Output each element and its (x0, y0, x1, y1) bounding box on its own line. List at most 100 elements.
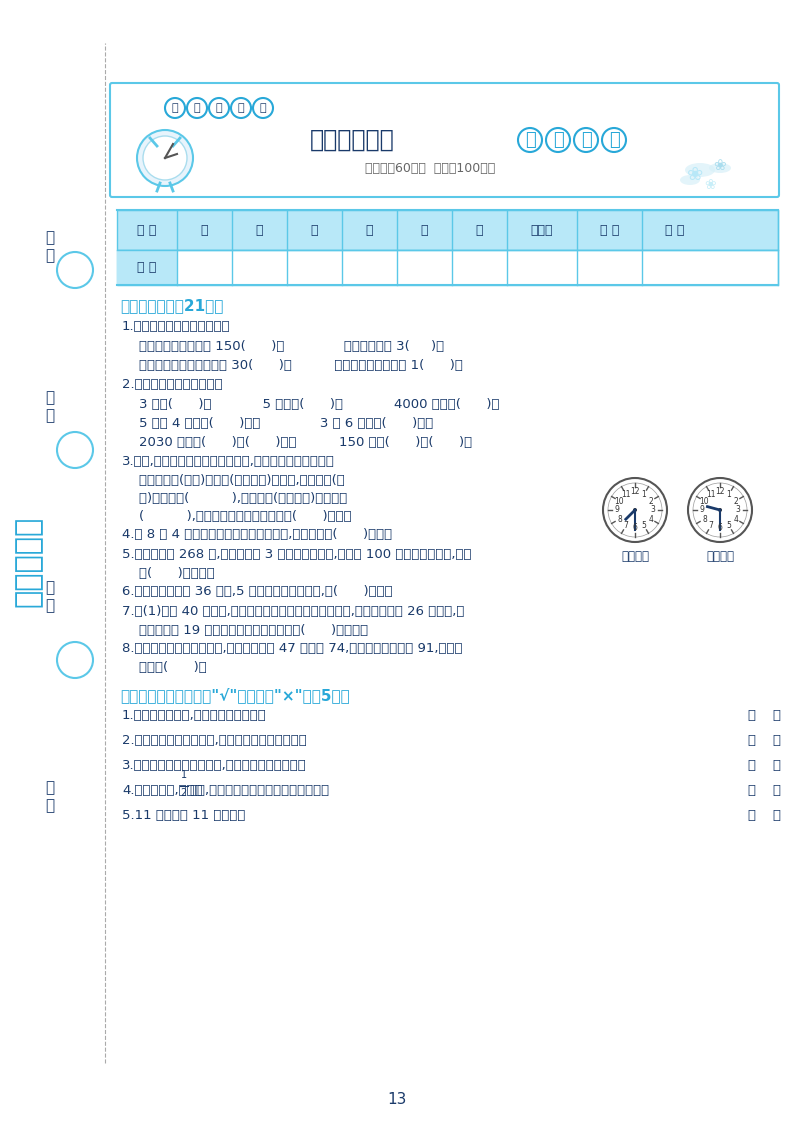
Text: 卷: 卷 (260, 103, 266, 113)
Bar (117, 210, 778, 250)
Text: 8: 8 (617, 514, 622, 523)
Text: （    ）: （ ） (748, 759, 781, 772)
Text: 6.一本书的厚度是 36 毫米,5 本这样的书摞在一起,高(      )厘米。: 6.一本书的厚度是 36 毫米,5 本这样的书摞在一起,高( )厘米。 (122, 585, 392, 599)
Text: 12: 12 (630, 487, 640, 496)
Text: 5.11 吨棉花比 11 吨铁轻。: 5.11 吨棉花比 11 吨铁轻。 (122, 809, 245, 822)
Circle shape (688, 478, 752, 542)
Text: 5: 5 (642, 521, 646, 530)
Text: 邮: 邮 (45, 230, 55, 245)
Text: 13: 13 (387, 1093, 407, 1107)
Text: 1: 1 (642, 490, 646, 499)
Text: 们登山开始(山脚)和结束(到达山顶)的时间,登山开始(山: 们登山开始(山脚)和结束(到达山顶)的时间,登山开始(山 (122, 474, 345, 487)
Text: 三: 三 (310, 223, 318, 237)
Text: 9: 9 (615, 505, 619, 514)
Text: 四: 四 (366, 223, 373, 237)
Text: 一列火车每小时行驶 150(      )。              一头大象约重 3(     )。: 一列火车每小时行驶 150( )。 一头大象约重 3( )。 (122, 340, 444, 353)
Text: 检: 检 (525, 131, 535, 149)
Text: （山脚）: （山脚） (621, 550, 649, 563)
Text: 1: 1 (727, 490, 731, 499)
Text: 8: 8 (702, 514, 707, 523)
Text: 8.小马虎在做一道加法题时,把第二个加数 47 看成了 74,结果算出来的和是 91,正确的: 8.小马虎在做一道加法题时,把第二个加数 47 看成了 74,结果算出来的和是 … (122, 642, 462, 655)
Text: 四: 四 (609, 131, 619, 149)
Text: （    ）: （ ） (748, 709, 781, 722)
Text: 附加题: 附加题 (530, 223, 553, 237)
Text: 6: 6 (633, 523, 638, 532)
Bar (117, 250, 778, 285)
Text: （    ）: （ ） (748, 809, 781, 822)
Text: 10: 10 (615, 496, 624, 505)
Text: 班: 班 (45, 579, 55, 595)
Text: 11: 11 (621, 490, 630, 499)
Text: ❀: ❀ (704, 179, 716, 192)
Text: 5: 5 (727, 521, 731, 530)
Text: 级: 级 (45, 599, 55, 613)
Circle shape (608, 483, 662, 537)
Text: ❀: ❀ (714, 157, 727, 173)
Text: 7: 7 (708, 521, 714, 530)
Text: (          ),从山脚到登上山顶一共用时(      )分钟。: ( ),从山脚到登上山顶一共用时( )分钟。 (122, 510, 352, 523)
Text: 测: 测 (553, 131, 564, 149)
Text: 1.在括号里填上合适的单位。: 1.在括号里填上合适的单位。 (122, 320, 230, 334)
Text: 12: 12 (715, 487, 725, 496)
Circle shape (633, 508, 637, 512)
Text: 3: 3 (735, 505, 741, 514)
Text: 3: 3 (650, 505, 655, 514)
Ellipse shape (685, 163, 715, 177)
Text: 二、判一判。（对的画"√"，错的画"×"）（5分）: 二、判一判。（对的画"√"，错的画"×"）（5分） (120, 687, 349, 703)
Text: 4.有两个杯子,各装有: 4.有两个杯子,各装有 (122, 784, 202, 797)
Text: （时间：60分钟  满分：100分）: （时间：60分钟 满分：100分） (365, 162, 495, 174)
Ellipse shape (709, 163, 731, 173)
Circle shape (693, 483, 747, 537)
Text: 卷: 卷 (580, 131, 592, 149)
Text: 六: 六 (476, 223, 484, 237)
Text: 政: 政 (45, 248, 55, 263)
Text: 杯水,将它们倒在一起就刚好是一杯水。: 杯水,将它们倒在一起就刚好是一杯水。 (190, 784, 330, 797)
Text: 5 厘米 4 毫米＝(      )毫米              3 吨 6 千克＝(      )千克: 5 厘米 4 毫米＝( )毫米 3 吨 6 千克＝( )千克 (122, 417, 434, 430)
Text: 6: 6 (718, 523, 723, 532)
Text: 得 分: 得 分 (137, 261, 156, 274)
Text: 2: 2 (648, 496, 653, 505)
Text: 2: 2 (180, 788, 187, 798)
Bar (117, 250, 177, 285)
Text: 10: 10 (700, 496, 709, 505)
Text: 4: 4 (648, 514, 653, 523)
Text: 2.周长相等的两个长方形,它们的长和宽分别相等。: 2.周长相等的两个长方形,它们的长和宽分别相等。 (122, 734, 306, 747)
Text: 3 分＝(      )秒            5 千米＝(      )米            4000 千克＝(      )吨: 3 分＝( )秒 5 千米＝( )米 4000 千克＝( )吨 (122, 398, 499, 411)
Text: 4.用 8 根 4 厘米长的小棒摆成一个长方形,它的周长是(      )厘米。: 4.用 8 根 4 厘米长的小棒摆成一个长方形,它的周长是( )厘米。 (122, 528, 392, 541)
Text: 1: 1 (180, 770, 187, 780)
Text: 要(      )张才够。: 要( )张才够。 (122, 567, 214, 579)
Text: 考: 考 (237, 103, 245, 113)
Text: 一、填一填。（21分）: 一、填一填。（21分） (120, 298, 223, 313)
Text: 4: 4 (733, 514, 738, 523)
Text: 姓: 姓 (45, 390, 55, 405)
Ellipse shape (680, 175, 700, 185)
Text: 算数是(      )。: 算数是( )。 (122, 661, 206, 674)
Text: 5.一个榨汁机 268 元,刘阿姨买了 3 个同样的榨汁机,全部付 100 元一张的人民币,至少: 5.一个榨汁机 268 元,刘阿姨买了 3 个同样的榨汁机,全部付 100 元一… (122, 548, 472, 562)
Text: 期末知能达标: 期末知能达标 (310, 128, 395, 152)
Text: 7: 7 (623, 521, 628, 530)
Text: 11: 11 (706, 490, 715, 499)
Text: 一: 一 (201, 223, 208, 237)
Text: 3.一个因数的末尾有几个零,积的末尾就有几个零。: 3.一个因数的末尾有几个零,积的末尾就有几个零。 (122, 759, 306, 772)
Text: （山顶）: （山顶） (706, 550, 734, 563)
Text: 期: 期 (172, 103, 179, 113)
Text: 2: 2 (733, 496, 738, 505)
Text: 金: 金 (216, 103, 222, 113)
Text: 2.在括号里填上合适的数。: 2.在括号里填上合适的数。 (122, 378, 222, 391)
Circle shape (603, 478, 667, 542)
Text: 3.周末,小明和爸爸去登山锻炼身体,右图钟面上分别表示他: 3.周末,小明和爸爸去登山锻炼身体,右图钟面上分别表示他 (122, 455, 335, 468)
Circle shape (143, 136, 187, 180)
Text: 2030 千克＝(      )吨(      )千克          150 秒＝(      )分(      )秒: 2030 千克＝( )吨( )千克 150 秒＝( )分( )秒 (122, 436, 472, 449)
Text: （    ）: （ ） (748, 784, 781, 797)
Text: 7.三(1)班有 40 名同学,每人至少会象棋和围棋中的一种棋,会下象棋的有 26 名同学,会: 7.三(1)班有 40 名同学,每人至少会象棋和围棋中的一种棋,会下象棋的有 2… (122, 605, 464, 618)
FancyBboxPatch shape (110, 83, 779, 197)
Text: 脚)的时间是(          ),登山结束(到达山顶)的时间是: 脚)的时间是( ),登山结束(到达山顶)的时间是 (122, 492, 347, 505)
Text: 五: 五 (421, 223, 428, 237)
Text: 总 分: 总 分 (599, 223, 619, 237)
Text: 期末金考卷: 期末金考卷 (13, 515, 43, 608)
Text: 下围棋的有 19 名同学。两种棋都会下的有(      )名同学。: 下围棋的有 19 名同学。两种棋都会下的有( )名同学。 (122, 624, 368, 637)
Text: 校: 校 (45, 798, 55, 813)
Text: 王晓红每天做作业大约要 30(      )。          爸爸的手掌宽大约是 1(      )。: 王晓红每天做作业大约要 30( )。 爸爸的手掌宽大约是 1( )。 (122, 359, 463, 372)
Text: ❀: ❀ (687, 165, 703, 184)
Text: 题 号: 题 号 (137, 223, 156, 237)
